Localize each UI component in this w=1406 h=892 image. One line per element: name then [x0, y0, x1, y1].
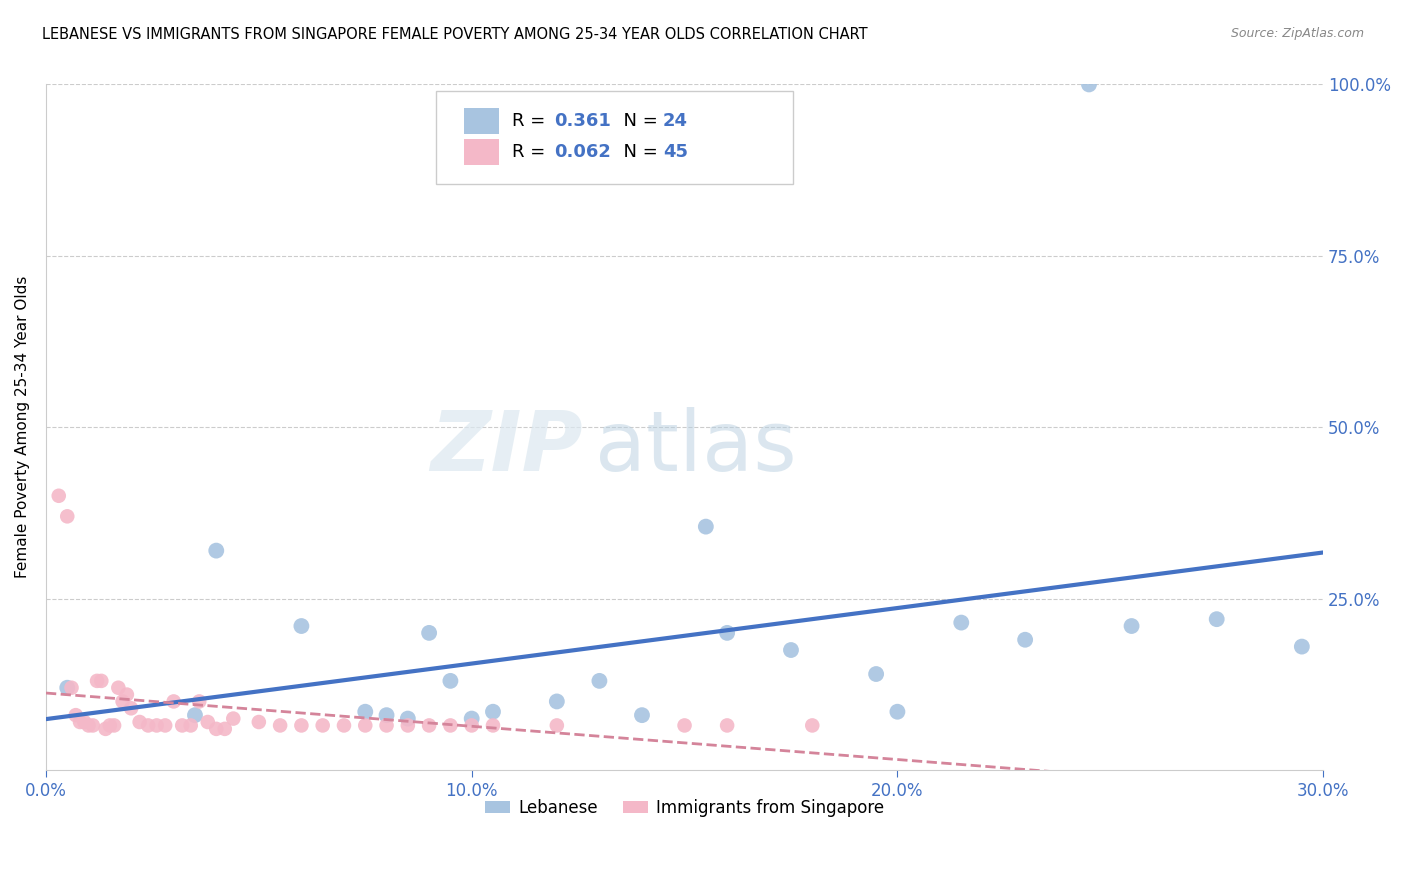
- Point: [865, 667, 887, 681]
- Point: [247, 714, 270, 729]
- Point: [439, 673, 461, 688]
- Point: [82, 718, 104, 732]
- Point: [205, 543, 228, 558]
- Point: [214, 722, 236, 736]
- Point: [153, 718, 176, 732]
- Point: [780, 643, 803, 657]
- Point: [460, 712, 482, 726]
- Point: [269, 718, 291, 732]
- Point: [716, 626, 738, 640]
- Point: [115, 688, 138, 702]
- Point: [333, 718, 356, 732]
- Y-axis label: Female Poverty Among 25-34 Year Olds: Female Poverty Among 25-34 Year Olds: [15, 276, 30, 578]
- Point: [950, 615, 973, 630]
- Point: [86, 673, 108, 688]
- Text: N =: N =: [612, 143, 664, 161]
- Point: [439, 718, 461, 732]
- Point: [396, 712, 419, 726]
- Point: [354, 718, 377, 732]
- Point: [1291, 640, 1313, 654]
- Point: [631, 708, 654, 723]
- Point: [546, 694, 568, 708]
- Text: R =: R =: [512, 143, 551, 161]
- Text: 0.062: 0.062: [554, 143, 612, 161]
- Text: 0.361: 0.361: [554, 112, 612, 129]
- Text: R =: R =: [512, 112, 551, 129]
- Point: [886, 705, 908, 719]
- Point: [77, 718, 100, 732]
- Point: [107, 681, 129, 695]
- Point: [128, 714, 150, 729]
- Point: [375, 718, 398, 732]
- Point: [56, 681, 79, 695]
- Text: Source: ZipAtlas.com: Source: ZipAtlas.com: [1230, 27, 1364, 40]
- Point: [103, 718, 125, 732]
- Point: [290, 718, 312, 732]
- Point: [145, 718, 167, 732]
- Point: [65, 708, 87, 723]
- Point: [94, 722, 117, 736]
- Point: [60, 681, 83, 695]
- Point: [136, 718, 159, 732]
- Point: [1014, 632, 1036, 647]
- FancyBboxPatch shape: [464, 108, 499, 134]
- Point: [1205, 612, 1227, 626]
- Point: [205, 722, 228, 736]
- Text: N =: N =: [612, 112, 664, 129]
- Point: [546, 718, 568, 732]
- Point: [354, 705, 377, 719]
- Text: atlas: atlas: [595, 408, 797, 488]
- Point: [111, 694, 134, 708]
- Text: 24: 24: [662, 112, 688, 129]
- Point: [120, 701, 142, 715]
- Point: [1078, 78, 1101, 92]
- Point: [188, 694, 211, 708]
- Point: [69, 714, 91, 729]
- Text: LEBANESE VS IMMIGRANTS FROM SINGAPORE FEMALE POVERTY AMONG 25-34 YEAR OLDS CORRE: LEBANESE VS IMMIGRANTS FROM SINGAPORE FE…: [42, 27, 868, 42]
- Point: [197, 714, 219, 729]
- Point: [673, 718, 696, 732]
- Point: [375, 708, 398, 723]
- Text: ZIP: ZIP: [430, 408, 582, 488]
- Point: [418, 718, 440, 732]
- Point: [172, 718, 194, 732]
- Point: [98, 718, 121, 732]
- Point: [1121, 619, 1143, 633]
- Point: [222, 712, 245, 726]
- Point: [180, 718, 202, 732]
- Point: [312, 718, 335, 732]
- Point: [588, 673, 610, 688]
- Point: [48, 489, 70, 503]
- Point: [482, 705, 505, 719]
- Point: [801, 718, 824, 732]
- Point: [482, 718, 505, 732]
- Point: [418, 626, 440, 640]
- Point: [90, 673, 112, 688]
- Legend: Lebanese, Immigrants from Singapore: Lebanese, Immigrants from Singapore: [478, 792, 891, 823]
- Point: [695, 519, 717, 533]
- Point: [184, 708, 207, 723]
- Text: 45: 45: [662, 143, 688, 161]
- Point: [290, 619, 312, 633]
- FancyBboxPatch shape: [436, 91, 793, 184]
- FancyBboxPatch shape: [464, 138, 499, 165]
- Point: [73, 714, 96, 729]
- Point: [716, 718, 738, 732]
- Point: [56, 509, 79, 524]
- Point: [460, 718, 482, 732]
- Point: [163, 694, 186, 708]
- Point: [396, 718, 419, 732]
